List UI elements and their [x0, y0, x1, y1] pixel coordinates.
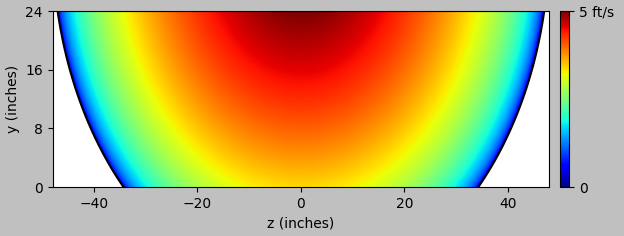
X-axis label: z (inches): z (inches) [267, 216, 334, 230]
Y-axis label: y (inches): y (inches) [6, 65, 19, 133]
